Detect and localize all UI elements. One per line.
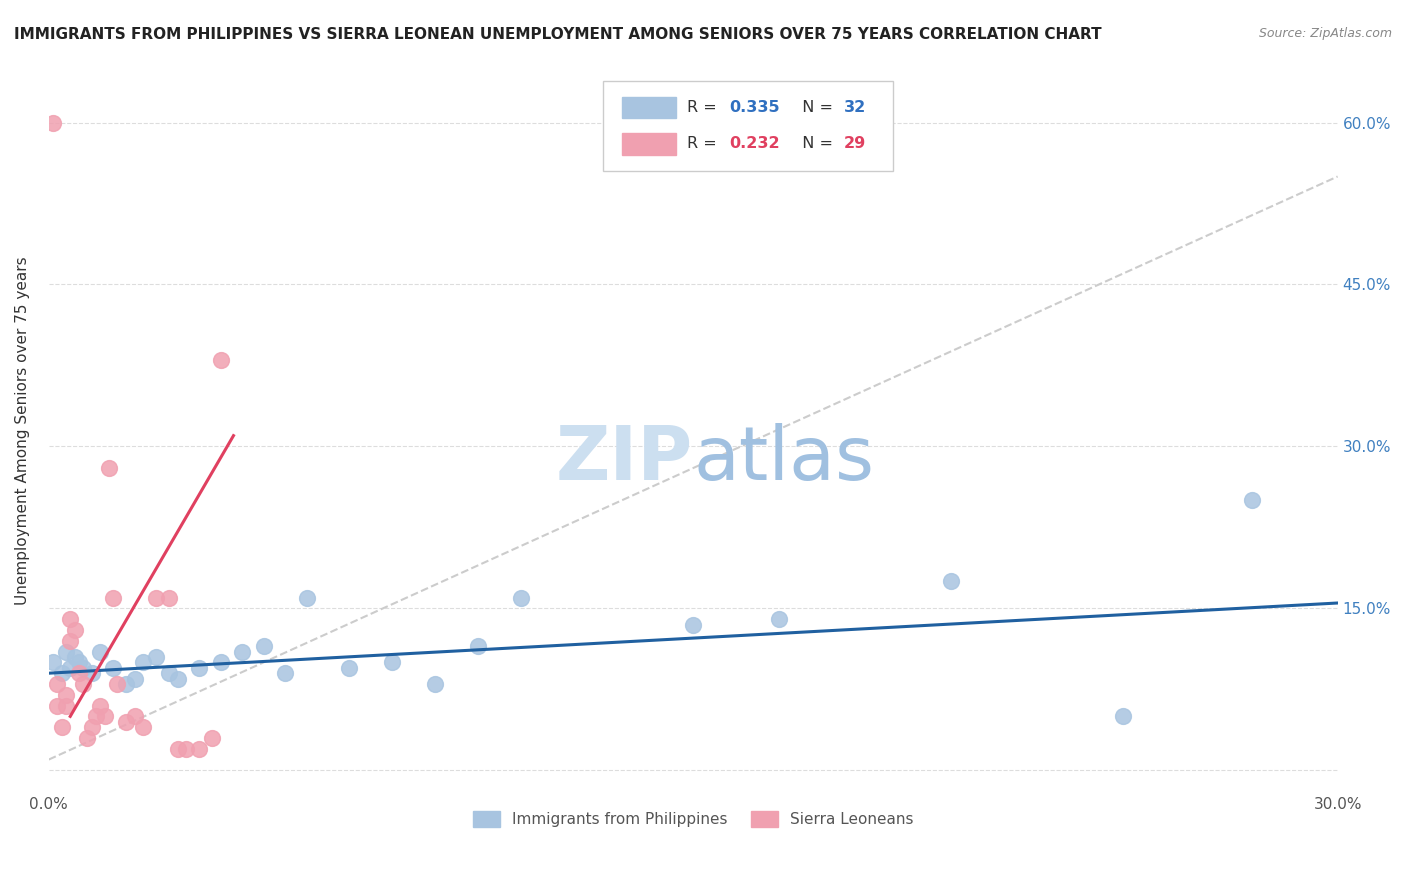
Point	[682, 617, 704, 632]
Point	[467, 639, 489, 653]
Point	[80, 666, 103, 681]
Point	[115, 677, 138, 691]
Point	[59, 661, 82, 675]
Text: 0.232: 0.232	[730, 136, 780, 152]
Point	[89, 698, 111, 713]
Point	[274, 666, 297, 681]
Point	[59, 612, 82, 626]
Point	[63, 623, 86, 637]
Point	[174, 741, 197, 756]
Point	[157, 666, 180, 681]
Point	[510, 591, 533, 605]
Point	[46, 698, 69, 713]
Text: N =: N =	[793, 136, 838, 152]
Point	[76, 731, 98, 745]
Y-axis label: Unemployment Among Seniors over 75 years: Unemployment Among Seniors over 75 years	[15, 256, 30, 605]
Text: 29: 29	[844, 136, 866, 152]
Point	[768, 612, 790, 626]
Point	[55, 688, 77, 702]
Point	[42, 115, 65, 129]
Text: atlas: atlas	[693, 423, 875, 496]
Point	[1112, 709, 1135, 723]
Point	[93, 709, 115, 723]
Point	[115, 714, 138, 729]
Text: IMMIGRANTS FROM PHILIPPINES VS SIERRA LEONEAN UNEMPLOYMENT AMONG SENIORS OVER 75: IMMIGRANTS FROM PHILIPPINES VS SIERRA LE…	[14, 27, 1102, 42]
Legend: Immigrants from Philippines, Sierra Leoneans: Immigrants from Philippines, Sierra Leon…	[465, 804, 921, 835]
Text: Source: ZipAtlas.com: Source: ZipAtlas.com	[1258, 27, 1392, 40]
Point	[252, 639, 274, 653]
Point	[42, 656, 65, 670]
Point	[107, 677, 129, 691]
Point	[132, 720, 155, 734]
FancyBboxPatch shape	[623, 133, 676, 154]
Point	[80, 720, 103, 734]
Point	[145, 650, 167, 665]
Text: R =: R =	[686, 136, 721, 152]
Point	[209, 353, 232, 368]
Point	[124, 672, 146, 686]
Text: 32: 32	[844, 100, 866, 115]
Text: N =: N =	[793, 100, 838, 115]
Point	[231, 644, 253, 658]
Point	[63, 650, 86, 665]
Point	[157, 591, 180, 605]
Point	[67, 656, 90, 670]
Point	[166, 741, 188, 756]
Point	[188, 661, 211, 675]
Point	[55, 644, 77, 658]
FancyBboxPatch shape	[623, 96, 676, 119]
Point	[295, 591, 318, 605]
Point	[84, 709, 107, 723]
Point	[103, 661, 125, 675]
Point	[209, 656, 232, 670]
Point	[381, 656, 404, 670]
Point	[89, 644, 111, 658]
Text: ZIP: ZIP	[555, 423, 693, 496]
Point	[97, 461, 120, 475]
Point	[188, 741, 211, 756]
Point	[72, 677, 94, 691]
Point	[132, 656, 155, 670]
Point	[55, 698, 77, 713]
Point	[103, 591, 125, 605]
Point	[124, 709, 146, 723]
Point	[51, 666, 73, 681]
Point	[51, 720, 73, 734]
Point	[939, 574, 962, 589]
Point	[59, 633, 82, 648]
Text: 0.335: 0.335	[730, 100, 780, 115]
Point	[201, 731, 224, 745]
Point	[67, 666, 90, 681]
Point	[145, 591, 167, 605]
Point	[1240, 493, 1263, 508]
Point	[72, 661, 94, 675]
Point	[425, 677, 447, 691]
Point	[166, 672, 188, 686]
Point	[339, 661, 361, 675]
FancyBboxPatch shape	[603, 81, 893, 171]
Text: R =: R =	[686, 100, 721, 115]
Point	[46, 677, 69, 691]
